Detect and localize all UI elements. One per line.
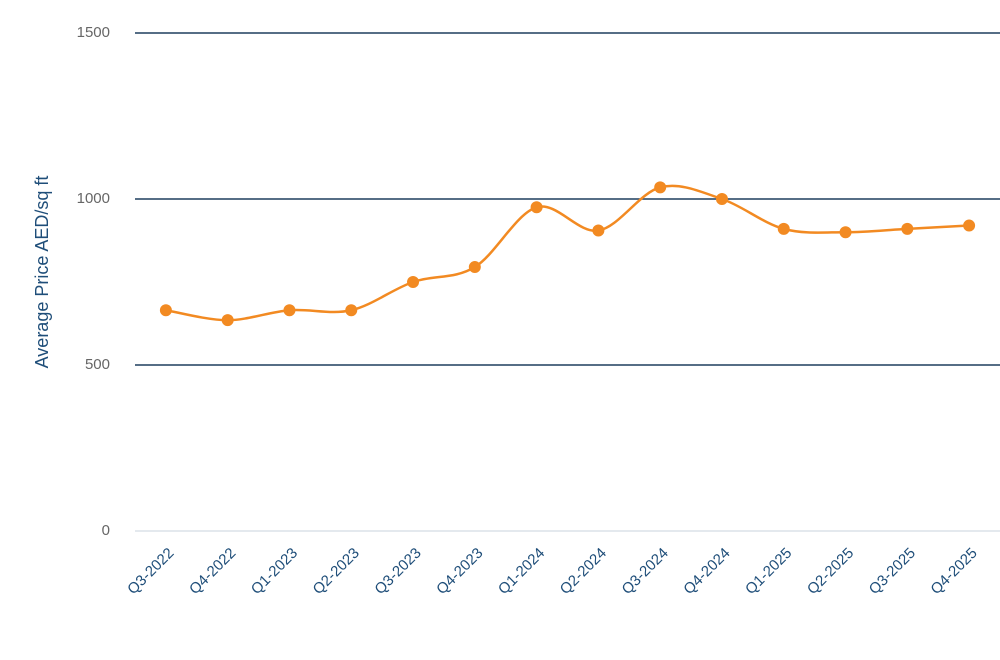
x-tick-label: Q3-2023 — [371, 545, 424, 598]
x-tick-label: Q3-2024 — [619, 545, 672, 598]
x-tick-label: Q3-2022 — [124, 545, 177, 598]
x-tick-label: Q1-2023 — [248, 545, 301, 598]
y-tick-label: 1000 — [77, 190, 110, 207]
x-tick-label: Q2-2023 — [310, 545, 363, 598]
point — [963, 219, 976, 232]
point — [345, 304, 358, 317]
point — [592, 224, 605, 237]
y-tick-label: 0 — [102, 522, 110, 539]
y-tick-label: 1500 — [77, 24, 110, 41]
point — [901, 222, 914, 235]
x-tick-label: Q4-2025 — [927, 545, 980, 598]
point — [159, 304, 172, 317]
x-tick-label: Q1-2025 — [742, 545, 795, 598]
point — [839, 226, 852, 239]
x-tick-label: Q4-2022 — [186, 545, 239, 598]
x-tick-label: Q3-2025 — [866, 545, 919, 598]
x-tick-label: Q1-2024 — [495, 545, 548, 598]
point — [777, 222, 790, 235]
point — [407, 276, 420, 288]
point — [654, 181, 667, 194]
line — [165, 184, 970, 322]
x-tick-label: Q4-2024 — [680, 545, 733, 598]
point — [221, 314, 234, 327]
x-tick-label: Q2-2024 — [557, 545, 610, 598]
x-tick-label: Q2-2025 — [804, 545, 857, 598]
point — [715, 193, 728, 205]
point — [530, 201, 543, 214]
point — [468, 261, 481, 274]
y-axis-label: Average Price AED/sq ft — [32, 176, 52, 369]
y-tick-label: 500 — [85, 356, 110, 373]
point — [283, 304, 296, 317]
x-tick-label: Q4-2023 — [433, 545, 486, 598]
